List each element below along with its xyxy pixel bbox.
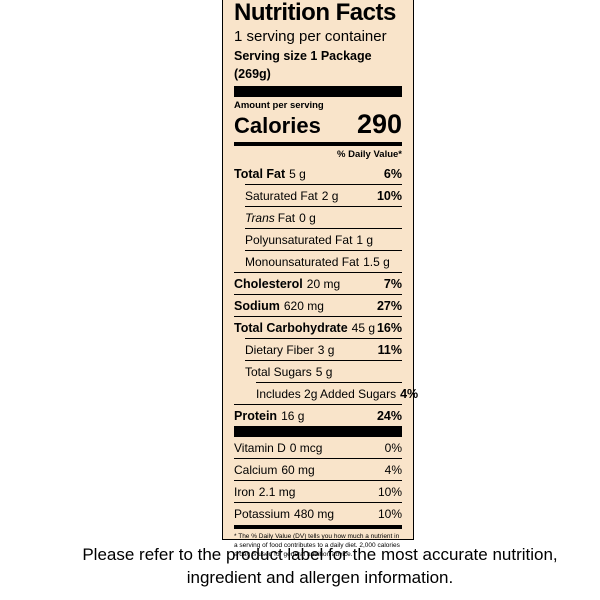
nutrient-amount: 5 g (315, 364, 333, 379)
vitamin-dv: 0% (384, 440, 402, 455)
nutrient-dv: 24% (376, 408, 402, 423)
calories-label: Calories (234, 113, 321, 138)
servings: 1 serving per container (234, 28, 387, 45)
nutrient-row: Total Carbohydrate 45 g 16% (234, 316, 402, 338)
nutrient-row: Protein 16 g 24% (234, 404, 402, 426)
calories-value: 290 (356, 109, 402, 139)
nutrient-name: Protein (234, 408, 278, 423)
nutrient-amount: 45 g (351, 320, 376, 335)
footnote: * The % Daily Value (DV) tells you how m… (234, 525, 402, 559)
nutrient-amount: 20 mg (306, 276, 341, 291)
nutrient-dv: 6% (383, 166, 402, 181)
nutrient-amount: 1 g (356, 232, 374, 247)
nutrient-row: Trans Fat 0 g (245, 206, 402, 228)
nutrient-dv: 10% (376, 188, 402, 203)
nutrient-name: Sodium (234, 298, 280, 313)
nutrient-row: Polyunsaturated Fat 1 g (245, 228, 402, 250)
title: Nutrition Facts (234, 0, 396, 26)
nutrient-amount: 3 g (317, 342, 335, 357)
vitamin-amount: 0 mcg (289, 440, 323, 455)
vitamin-dv: 10% (377, 506, 402, 521)
nutrient-name: Cholesterol (234, 276, 303, 291)
nutrient-name: Total Sugars (245, 364, 312, 379)
vitamin-row: Calcium 60 mg 4% (234, 458, 402, 480)
nutrient-name-prefix: Trans (245, 210, 275, 225)
nutrient-name: Total Fat (234, 166, 286, 181)
vitamin-amount: 60 mg (281, 462, 315, 477)
nutrient-dv: 27% (376, 298, 402, 313)
nutrient-row: Total Sugars 5 g (245, 360, 402, 382)
vitamin-dv: 10% (377, 484, 402, 499)
nutrient-amount: 5 g (289, 166, 306, 181)
nutrient-dv: 11% (377, 342, 402, 357)
nutrient-name: Polyunsaturated Fat (245, 232, 353, 247)
nutrient-amount: 16 g (281, 408, 305, 423)
nutrient-name: Dietary Fiber (245, 342, 314, 357)
vitamin-amount: 2.1 mg (258, 484, 296, 499)
vitamin-name: Calcium (234, 462, 278, 477)
nutrient-row: Includes 2g Added Sugars 4% (256, 382, 418, 404)
nutrient-name: Saturated Fat (245, 188, 318, 203)
vitamin-name: Potassium (234, 506, 291, 521)
nutrient-name: Monounsaturated Fat (245, 254, 360, 269)
vitamin-dv: 4% (384, 462, 402, 477)
nutrient-name: Total Carbohydrate (234, 320, 348, 335)
nutrient-dv: 16% (376, 320, 402, 335)
calories-row: Calories 290 (234, 111, 402, 139)
nutrient-amount: 2 g (321, 188, 339, 203)
vitamin-name: Vitamin D (234, 440, 286, 455)
nutrient-row: Cholesterol 20 mg 7% (234, 272, 402, 294)
dv-header: % Daily Value* (337, 149, 402, 160)
divider (234, 142, 402, 146)
nutrient-amount: 1.5 g (363, 254, 390, 269)
amount-caption: Amount per serving (234, 100, 324, 111)
vitamin-name: Iron (234, 484, 255, 499)
nutrient-amount: 620 mg (283, 298, 324, 313)
nutrient-name: Fat (277, 210, 296, 225)
nutrient-dv: 7% (383, 276, 402, 291)
nutrient-amount: 0 g (299, 210, 316, 225)
nutrient-dv: 4% (400, 386, 419, 401)
disclaimer: Please refer to the product label for th… (82, 545, 558, 587)
nutrient-row: Monounsaturated Fat 1.5 g (245, 250, 402, 272)
nutrient-row: Saturated Fat 2 g 10% (245, 184, 402, 206)
vitamin-row: Iron 2.1 mg 10% (234, 480, 402, 502)
vitamin-amount: 480 mg (294, 506, 335, 521)
nutrients: Total Fat 5 g 6% Saturated Fat 2 g 10% Trans Fa… (234, 163, 418, 426)
divider (234, 426, 402, 437)
nutrient-row: Total Fat 5 g 6% (234, 163, 402, 184)
nutrition-label: Nutrition Facts 1 serving per container … (222, 0, 418, 558)
nutrient-row: Sodium 620 mg 27% (234, 294, 402, 316)
nutrient-row: Dietary Fiber 3 g 11% (245, 338, 402, 360)
nutrient-name: Includes 2g Added Sugars (256, 386, 397, 401)
serving-size: Serving size 1 Package (269g) (234, 49, 372, 81)
divider (234, 86, 402, 97)
vitamin-row: Potassium 480 mg 10% (234, 502, 402, 524)
